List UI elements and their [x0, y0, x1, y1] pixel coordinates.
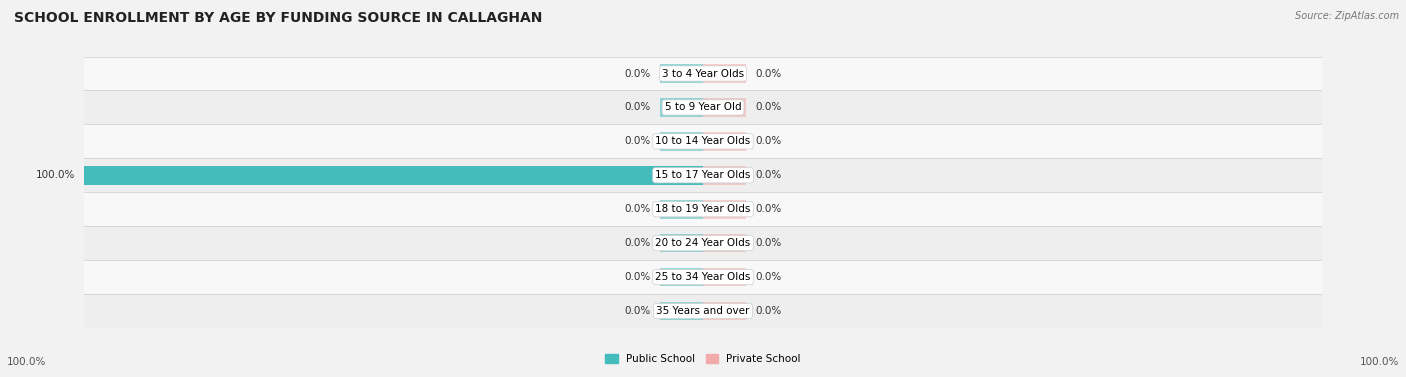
- Bar: [84, 90, 1322, 124]
- Bar: [703, 132, 747, 151]
- Text: 0.0%: 0.0%: [755, 170, 782, 180]
- Text: Source: ZipAtlas.com: Source: ZipAtlas.com: [1295, 11, 1399, 21]
- Text: 3 to 4 Year Olds: 3 to 4 Year Olds: [662, 69, 744, 78]
- Bar: [84, 226, 1322, 260]
- Bar: [703, 302, 747, 320]
- Text: 0.0%: 0.0%: [755, 69, 782, 78]
- Text: 0.0%: 0.0%: [624, 69, 651, 78]
- Legend: Public School, Private School: Public School, Private School: [600, 350, 806, 368]
- Text: 18 to 19 Year Olds: 18 to 19 Year Olds: [655, 204, 751, 214]
- Text: 0.0%: 0.0%: [755, 238, 782, 248]
- Text: 10 to 14 Year Olds: 10 to 14 Year Olds: [655, 136, 751, 146]
- Bar: [703, 98, 747, 117]
- Bar: [84, 166, 703, 185]
- Text: 0.0%: 0.0%: [624, 136, 651, 146]
- Bar: [703, 234, 747, 253]
- Text: 100.0%: 100.0%: [7, 357, 46, 367]
- Text: 100.0%: 100.0%: [35, 170, 75, 180]
- Text: 20 to 24 Year Olds: 20 to 24 Year Olds: [655, 238, 751, 248]
- Text: 0.0%: 0.0%: [755, 272, 782, 282]
- Text: 100.0%: 100.0%: [1360, 357, 1399, 367]
- Bar: [703, 200, 747, 219]
- Bar: [703, 64, 747, 83]
- Text: 0.0%: 0.0%: [624, 103, 651, 112]
- Bar: [703, 268, 747, 287]
- Bar: [659, 132, 703, 151]
- Text: 15 to 17 Year Olds: 15 to 17 Year Olds: [655, 170, 751, 180]
- Bar: [659, 98, 703, 117]
- Bar: [84, 57, 1322, 90]
- Text: 0.0%: 0.0%: [624, 306, 651, 316]
- Bar: [84, 158, 1322, 192]
- Bar: [659, 200, 703, 219]
- Bar: [84, 124, 1322, 158]
- Text: SCHOOL ENROLLMENT BY AGE BY FUNDING SOURCE IN CALLAGHAN: SCHOOL ENROLLMENT BY AGE BY FUNDING SOUR…: [14, 11, 543, 25]
- Text: 35 Years and over: 35 Years and over: [657, 306, 749, 316]
- Text: 0.0%: 0.0%: [755, 204, 782, 214]
- Bar: [84, 192, 1322, 226]
- Text: 0.0%: 0.0%: [624, 272, 651, 282]
- Bar: [659, 302, 703, 320]
- Text: 25 to 34 Year Olds: 25 to 34 Year Olds: [655, 272, 751, 282]
- Text: 0.0%: 0.0%: [755, 103, 782, 112]
- Bar: [659, 64, 703, 83]
- Bar: [703, 166, 747, 185]
- Text: 5 to 9 Year Old: 5 to 9 Year Old: [665, 103, 741, 112]
- Bar: [659, 268, 703, 287]
- Text: 0.0%: 0.0%: [755, 136, 782, 146]
- Bar: [659, 234, 703, 253]
- Text: 0.0%: 0.0%: [624, 204, 651, 214]
- Bar: [84, 294, 1322, 328]
- Bar: [84, 260, 1322, 294]
- Text: 0.0%: 0.0%: [755, 306, 782, 316]
- Text: 0.0%: 0.0%: [624, 238, 651, 248]
